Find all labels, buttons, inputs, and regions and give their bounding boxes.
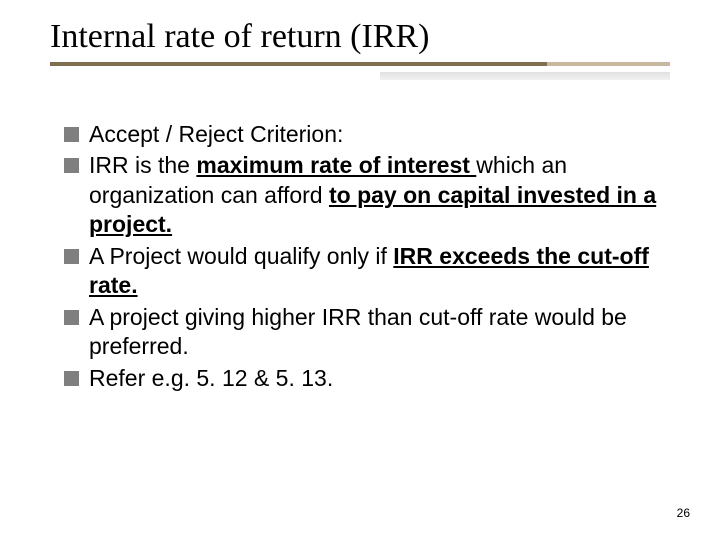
text-segment: IRR is the: [89, 152, 196, 178]
bullet-item: IRR is the maximum rate of interest whic…: [64, 151, 680, 239]
text-segment: A Project would qualify only if: [89, 243, 393, 269]
text-segment: Accept / Reject Criterion:: [89, 121, 343, 147]
square-bullet-icon: [64, 249, 79, 264]
bullet-text: Refer e.g. 5. 12 & 5. 13.: [89, 364, 680, 393]
text-segment: maximum rate of interest: [196, 152, 476, 178]
underline-accent: [547, 62, 670, 66]
slide-container: Internal rate of return (IRR) Accept / R…: [0, 0, 720, 540]
bullet-item: Accept / Reject Criterion:: [64, 120, 680, 149]
bullet-item: A project giving higher IRR than cut-off…: [64, 303, 680, 362]
bullet-text: A project giving higher IRR than cut-off…: [89, 303, 680, 362]
square-bullet-icon: [64, 127, 79, 142]
text-segment: Refer e.g. 5. 12 & 5. 13.: [89, 365, 333, 391]
underline-main: [50, 62, 547, 66]
square-bullet-icon: [64, 158, 79, 173]
bullet-text: IRR is the maximum rate of interest whic…: [89, 151, 680, 239]
bullet-text: A Project would qualify only if IRR exce…: [89, 242, 680, 301]
bullet-list: Accept / Reject Criterion: IRR is the max…: [50, 120, 680, 393]
bullet-item: Refer e.g. 5. 12 & 5. 13.: [64, 364, 680, 393]
title-shadow: [380, 72, 670, 80]
slide-title: Internal rate of return (IRR): [50, 18, 680, 56]
text-segment: A project giving higher IRR than cut-off…: [89, 304, 627, 359]
bullet-text: Accept / Reject Criterion:: [89, 120, 680, 149]
square-bullet-icon: [64, 371, 79, 386]
page-number: 26: [677, 506, 690, 520]
bullet-item: A Project would qualify only if IRR exce…: [64, 242, 680, 301]
square-bullet-icon: [64, 310, 79, 325]
title-underline: [50, 62, 670, 66]
